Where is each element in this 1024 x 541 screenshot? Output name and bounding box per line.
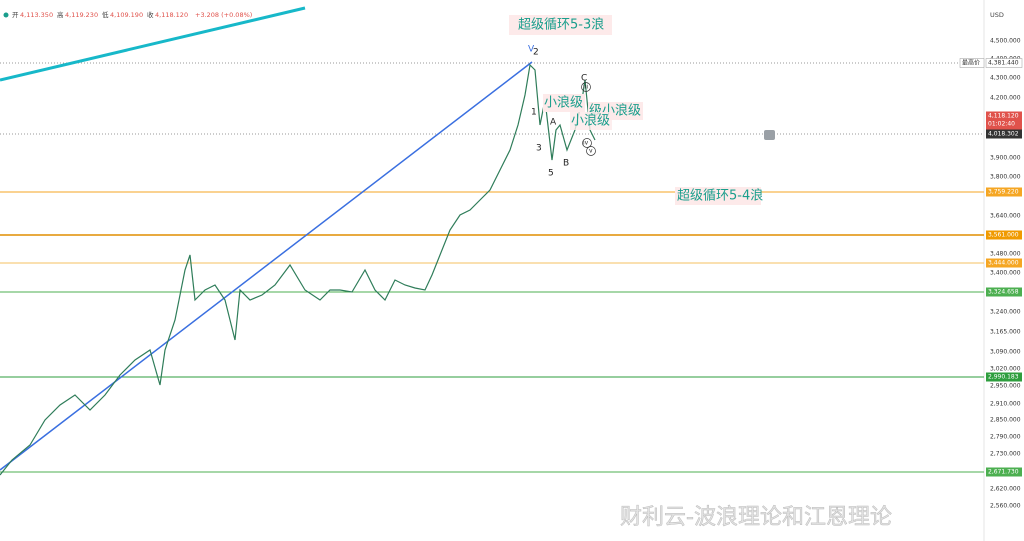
price-tick-label: 3,480.000 bbox=[990, 251, 1021, 258]
wave-circle bbox=[581, 82, 591, 92]
annotation: 超级循环5-3浪 bbox=[518, 18, 604, 33]
price-badge bbox=[986, 129, 1022, 139]
price-badge-label: 4,118.120 bbox=[988, 113, 1019, 120]
wave-label: V bbox=[528, 45, 535, 55]
price-tick-label: 2,620.000 bbox=[990, 486, 1021, 493]
high-label: 高 bbox=[57, 10, 64, 19]
wave-label: iv bbox=[583, 140, 589, 147]
trend-line-cyan bbox=[0, 6, 306, 82]
scroll-button[interactable] bbox=[764, 130, 775, 140]
wave-label: iii bbox=[583, 84, 588, 91]
annotation-box bbox=[675, 187, 761, 205]
price-badge-label: 4,018.302 bbox=[988, 131, 1019, 138]
wave-label: 5 bbox=[548, 169, 554, 179]
wave-label: C bbox=[581, 74, 587, 84]
price-tick-label: 2,950.000 bbox=[990, 383, 1021, 390]
price-badge bbox=[985, 58, 1023, 68]
low-label: 低 bbox=[102, 10, 109, 19]
close-value: 4,118.120 bbox=[155, 11, 188, 19]
price-tick-label: 3,090.000 bbox=[990, 349, 1021, 356]
low-value: 4,109.190 bbox=[110, 11, 143, 19]
price-tick-label: 3,900.000 bbox=[990, 155, 1021, 162]
price-badge-label: 3,759.220 bbox=[988, 189, 1019, 196]
price-tick-label: 3,165.000 bbox=[990, 329, 1021, 336]
price-badge-label: 2,671.730 bbox=[988, 469, 1019, 476]
toolbar: 开 4,113.350 高 4,119.230 低 4,109.190 收 4,… bbox=[3, 10, 252, 19]
price-badge bbox=[986, 258, 1022, 268]
price-tick-label: 4,300.000 bbox=[990, 75, 1021, 82]
price-tick-label: 3,240.000 bbox=[990, 309, 1021, 316]
price-badge bbox=[986, 187, 1022, 197]
price-tick-label: 3,020.000 bbox=[990, 366, 1021, 373]
price-tick-label: 3,400.000 bbox=[990, 270, 1021, 277]
price-tick-label: 2,850.000 bbox=[990, 417, 1021, 424]
price-badge-label: 3,444.000 bbox=[988, 260, 1019, 267]
price-tick-label: 4,500.000 bbox=[990, 38, 1021, 45]
levels bbox=[0, 62, 984, 473]
wave-label: 2 bbox=[533, 48, 539, 58]
wave-label: A bbox=[550, 118, 557, 128]
price-badge bbox=[986, 287, 1022, 297]
status-dot bbox=[3, 12, 9, 18]
price-path bbox=[0, 63, 596, 476]
annotation-box bbox=[509, 15, 612, 35]
price-tick-label: 2,790.000 bbox=[990, 434, 1021, 441]
wave-label: 3 bbox=[536, 144, 542, 154]
high-tag: 最高价 bbox=[962, 59, 980, 67]
trend-line-blue bbox=[0, 61, 533, 471]
price-badge bbox=[986, 230, 1022, 240]
price-tick-label: 3,640.000 bbox=[990, 213, 1021, 220]
annotation: 超级循环5-4浪 bbox=[677, 189, 763, 204]
wave-label: 1 bbox=[531, 108, 537, 118]
annotation: 小浪级 bbox=[571, 114, 610, 129]
price-tick-label: 2,560.000 bbox=[990, 503, 1021, 510]
open-value: 4,113.350 bbox=[20, 11, 53, 19]
high-tag-box bbox=[959, 58, 985, 68]
currency[interactable]: USD bbox=[990, 11, 1004, 19]
price-badge bbox=[986, 111, 1022, 130]
change-value: +3.208 (+0.08%) bbox=[195, 11, 252, 19]
price-badge-label: 4,381.440 bbox=[988, 60, 1019, 67]
price-badge-timer: 01:02:40 bbox=[988, 121, 1015, 128]
price-badge-label: 2,990.183 bbox=[988, 374, 1019, 381]
high-value: 4,119.230 bbox=[65, 11, 98, 19]
annotation: 小浪级 bbox=[544, 96, 583, 111]
annotation-box bbox=[543, 94, 585, 112]
annotation-box bbox=[570, 112, 612, 130]
price-tick-label: 2,910.000 bbox=[990, 401, 1021, 408]
price-tick-label: 3,800.000 bbox=[990, 174, 1021, 181]
watermark: 财利云-波浪理论和江恩理论 bbox=[620, 505, 892, 530]
price-badge-label: 3,324.658 bbox=[988, 289, 1019, 296]
price-badge bbox=[986, 372, 1022, 382]
price-tick-label: 4,200.000 bbox=[990, 95, 1021, 102]
price-badge bbox=[986, 467, 1022, 477]
close-label: 收 bbox=[147, 10, 154, 19]
wave-label: B bbox=[563, 159, 569, 169]
wave-circle bbox=[586, 146, 596, 156]
price-badge-label: 3,561.000 bbox=[988, 232, 1019, 239]
wave-label: v bbox=[589, 148, 593, 155]
price-tick-label: 2,730.000 bbox=[990, 451, 1021, 458]
open-label: 开 bbox=[12, 11, 19, 19]
wave-circle bbox=[582, 138, 592, 148]
price-axis: 4,500.0004,400.0004,300.0004,200.0003,90… bbox=[959, 38, 1023, 510]
